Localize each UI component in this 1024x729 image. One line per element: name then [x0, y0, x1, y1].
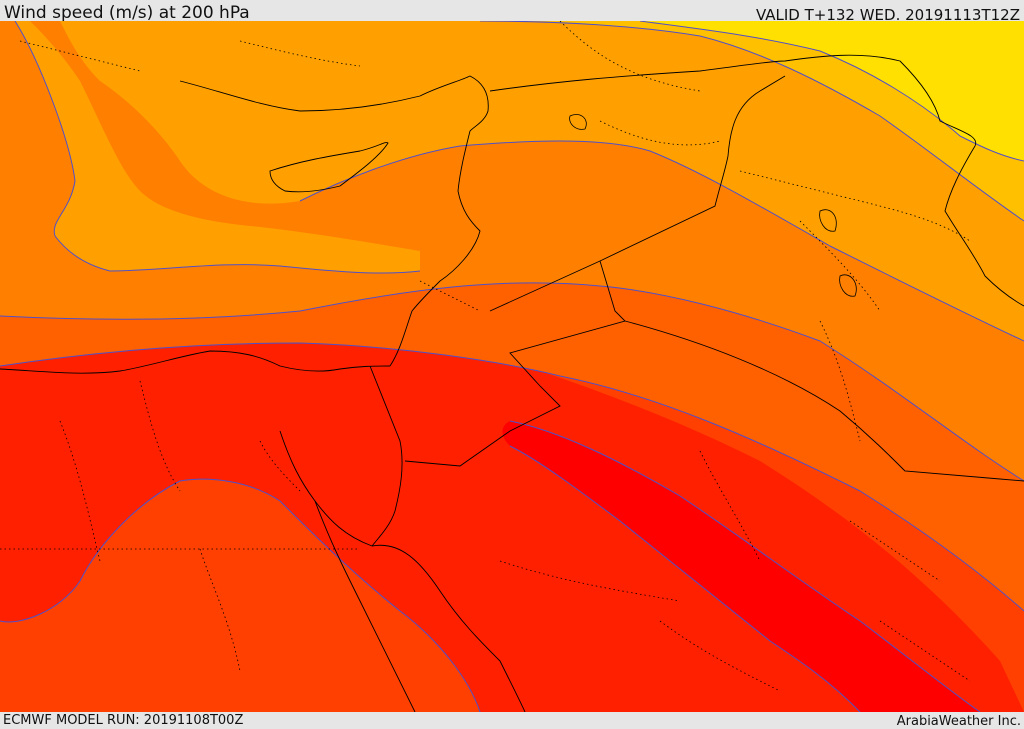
province-border: [259, 440, 301, 492]
province-border: [739, 170, 971, 242]
province-borders: [0, 21, 971, 692]
band-1-area: [640, 21, 1024, 161]
contour-line: [0, 282, 1024, 482]
credit-label: ArabiaWeather Inc.: [896, 714, 1021, 729]
contour-line: [14, 21, 421, 274]
band-8-area: [502, 421, 980, 712]
contour-line: [299, 140, 1024, 342]
province-border: [799, 220, 881, 312]
province-border: [699, 450, 761, 562]
map-title: Wind speed (m/s) at 200 hPa: [4, 3, 250, 23]
band-3-area: [60, 21, 1024, 341]
model-run-label: ECMWF MODEL RUN: 20191108T00Z: [3, 713, 244, 728]
band-3-left-area: [15, 21, 420, 274]
egypt-coast: [0, 350, 391, 374]
province-border: [239, 40, 361, 67]
province-border: [879, 620, 971, 682]
levant-coast: [389, 130, 481, 367]
lake: [819, 209, 837, 232]
coastline: [179, 75, 489, 132]
province-border: [849, 520, 941, 582]
province-border: [19, 40, 141, 72]
valid-time-label: VALID T+132 WED. 20191113T12Z: [755, 6, 1020, 24]
province-border: [559, 21, 701, 92]
province-border: [499, 560, 681, 602]
contour-line: [0, 342, 1024, 612]
province-border: [819, 320, 861, 442]
lake: [839, 274, 857, 297]
border-line: [489, 75, 786, 312]
province-border: [599, 120, 721, 146]
red-sea-west-coast: [314, 500, 416, 712]
border-line: [624, 320, 1024, 482]
contour-line: [0, 478, 481, 712]
contour-line: [509, 445, 861, 712]
country-borders: [0, 54, 1024, 712]
province-border: [59, 420, 101, 562]
contour-line: [509, 420, 981, 712]
wind-speed-map: [0, 21, 1024, 712]
red-sea-east-coast: [371, 544, 526, 712]
lake: [569, 114, 587, 130]
contour-line: [639, 21, 1024, 162]
cyprus-coast: [269, 142, 389, 193]
border-line: [404, 260, 626, 467]
contour-lines: [0, 21, 1024, 712]
contour-line: [479, 21, 1024, 222]
border-line: [489, 54, 1024, 307]
sinai-coast: [369, 365, 403, 547]
